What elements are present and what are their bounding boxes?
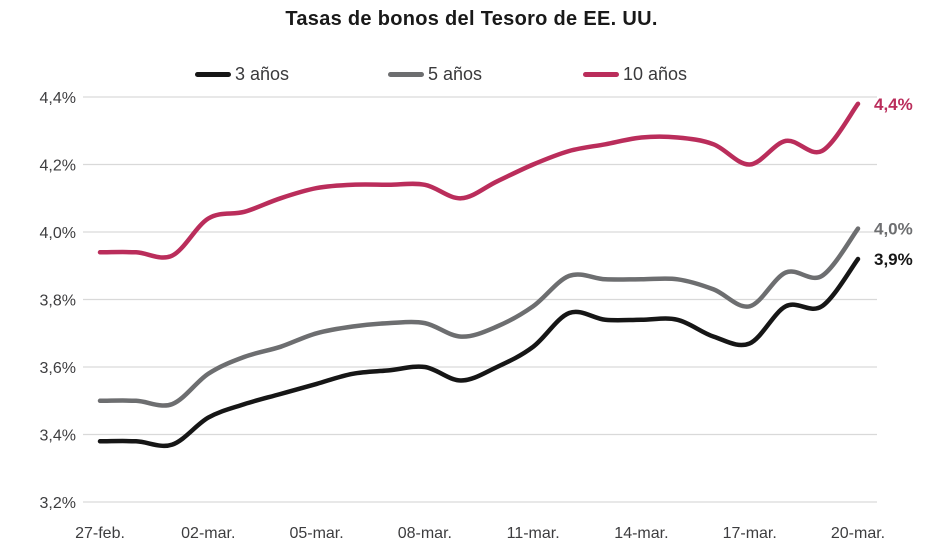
legend-swatch-icon xyxy=(195,71,231,77)
y-axis-tick-label: 4,4% xyxy=(40,90,76,107)
y-axis-tick-label: 3,6% xyxy=(40,360,76,377)
x-axis-tick-label: 11-mar. xyxy=(507,525,560,542)
series-line-5-anos xyxy=(97,226,861,408)
x-axis-tick-label: 27-feb. xyxy=(75,525,125,542)
chart-title: Tasas de bonos del Tesoro de EE. UU. xyxy=(285,8,658,30)
legend-swatch-icon xyxy=(388,71,424,77)
legend-item-5-anos: 5 años xyxy=(388,62,482,86)
y-axis-tick-label: 3,4% xyxy=(40,428,76,445)
legend-item-10-anos: 10 años xyxy=(583,62,687,86)
x-axis-tick-label: 08-mar. xyxy=(398,525,452,542)
series-end-label-5-anos: 4,0% xyxy=(874,220,913,239)
x-axis-tick-label: 20-mar. xyxy=(831,525,885,542)
y-axis-tick-label: 4,2% xyxy=(40,158,76,175)
legend: 3 años 5 años 10 años xyxy=(0,62,943,88)
series-line-3-anos xyxy=(97,256,861,449)
legend-label: 5 años xyxy=(428,63,483,84)
x-axis-tick-label: 17-mar. xyxy=(723,525,777,542)
legend-item-3-anos: 3 años xyxy=(195,62,289,86)
x-axis-tick-label: 14-mar. xyxy=(614,525,668,542)
legend-label: 10 años xyxy=(623,63,688,84)
legend-label: 3 años xyxy=(235,63,290,84)
series-end-label-3-anos: 3,9% xyxy=(874,250,913,269)
y-axis-tick-label: 4,0% xyxy=(40,225,76,242)
x-axis-tick-label: 05-mar. xyxy=(289,525,343,542)
series-end-label-10-anos: 4,4% xyxy=(874,95,913,114)
legend-swatch-icon xyxy=(583,71,619,77)
y-axis-tick-label: 3,2% xyxy=(40,495,76,512)
x-axis-tick-label: 02-mar. xyxy=(181,525,235,542)
series-line-10-anos xyxy=(97,101,861,260)
y-axis-tick-label: 3,8% xyxy=(40,293,76,310)
